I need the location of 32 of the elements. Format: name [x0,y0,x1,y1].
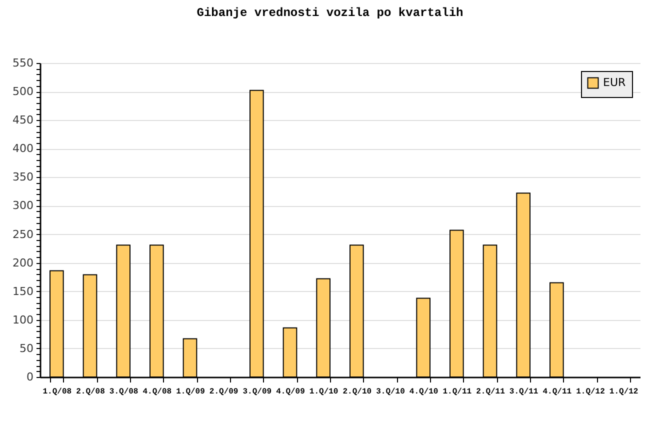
x-tick-label: 3.Q/09 [242,388,272,396]
x-tick-label: 1.Q/11 [442,388,472,396]
x-tick-label: 4.Q/11 [542,388,572,396]
x-tick-label: 2.Q/11 [476,388,506,396]
x-tick-label: 3.Q/08 [109,388,138,396]
x-tick-label: 1.Q/12 [609,388,638,396]
y-tick-label: 400 [12,142,34,156]
x-tick-label: 3.Q/11 [509,388,538,396]
y-tick-label: 550 [12,56,34,70]
legend-label: EUR [603,76,626,89]
y-tick-label: 250 [12,228,34,241]
chart-title: Gibanje vrednosti vozila po kvartalih [196,6,464,20]
x-tick-label: 4.Q/08 [142,388,172,396]
y-tick-label: 300 [12,199,34,212]
x-tick-label: 2.Q/09 [209,388,238,396]
x-tick-label: 1.Q/12 [576,388,606,396]
x-tick-label: 3.Q/10 [376,388,406,396]
x-tick-label: 2.Q/10 [342,388,372,396]
x-tick-label: 4.Q/10 [409,388,438,396]
y-tick-label: 0 [26,370,34,384]
x-tick-label: 1.Q/08 [42,388,72,396]
x-tick-label: 1.Q/10 [309,388,338,396]
y-tick-label: 100 [12,313,34,326]
y-tick-label: 450 [12,114,34,127]
y-tick-label: 500 [12,85,34,98]
y-tick-label: 150 [12,284,34,298]
y-tick-label: 350 [12,170,34,184]
y-tick-label: 200 [12,256,34,270]
x-tick-label: 4.Q/09 [276,388,306,396]
x-tick-label: 2.Q/08 [76,388,106,396]
y-tick-label: 50 [20,342,34,355]
x-tick-label: 1.Q/09 [176,388,206,396]
